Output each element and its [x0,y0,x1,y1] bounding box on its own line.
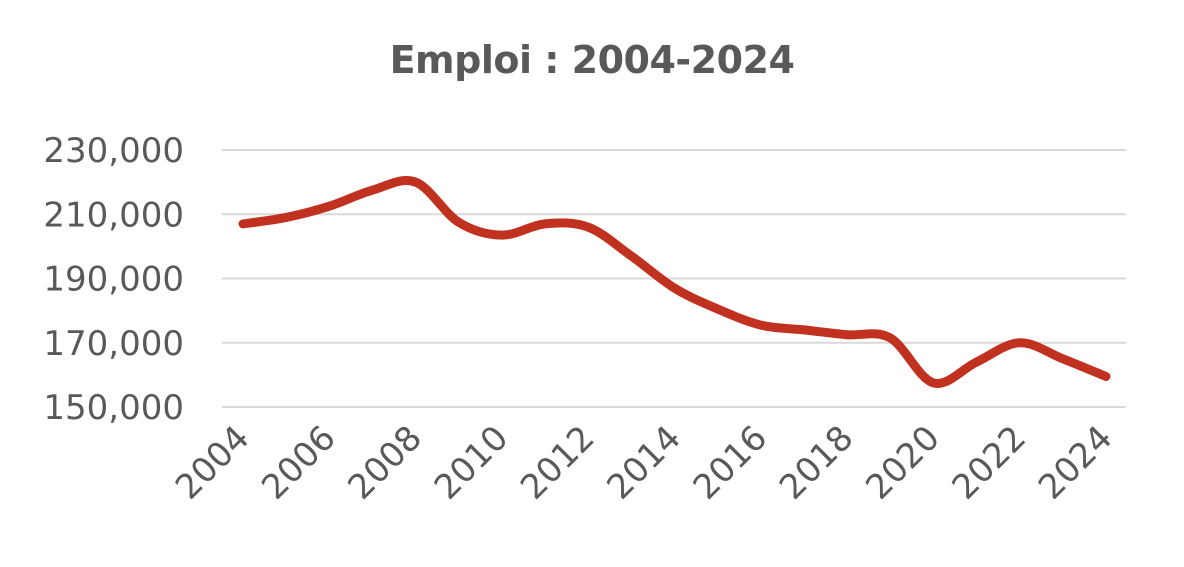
x-tick-label: 2020 [858,418,947,507]
x-tick-label: 2022 [945,418,1034,507]
x-tick-label: 2010 [427,418,516,507]
x-tick-label: 2012 [513,418,602,507]
x-tick-label: 2016 [686,418,775,507]
y-tick-label: 150,000 [43,388,184,428]
gridlines [222,149,1126,408]
series-line [238,176,1111,388]
x-tick-label: 2014 [599,418,688,507]
x-axis-tick-labels: 2004200620082010201220142016201820202022… [168,418,1120,507]
x-tick-label: 2024 [1031,418,1120,507]
x-tick-label: 2018 [772,418,861,507]
y-tick-label: 190,000 [43,260,184,300]
x-tick-label: 2006 [254,418,343,507]
chart-title: Emploi : 2004-2024 [389,38,795,82]
y-tick-label: 210,000 [43,195,184,235]
y-axis-tick-labels: 150,000 170,000 190,000 210,000 230,000 [43,131,184,428]
series-lines [238,176,1111,388]
y-tick-label: 230,000 [43,131,184,171]
x-tick-label: 2004 [168,418,257,507]
y-tick-label: 170,000 [43,324,184,364]
x-tick-label: 2008 [340,418,429,507]
